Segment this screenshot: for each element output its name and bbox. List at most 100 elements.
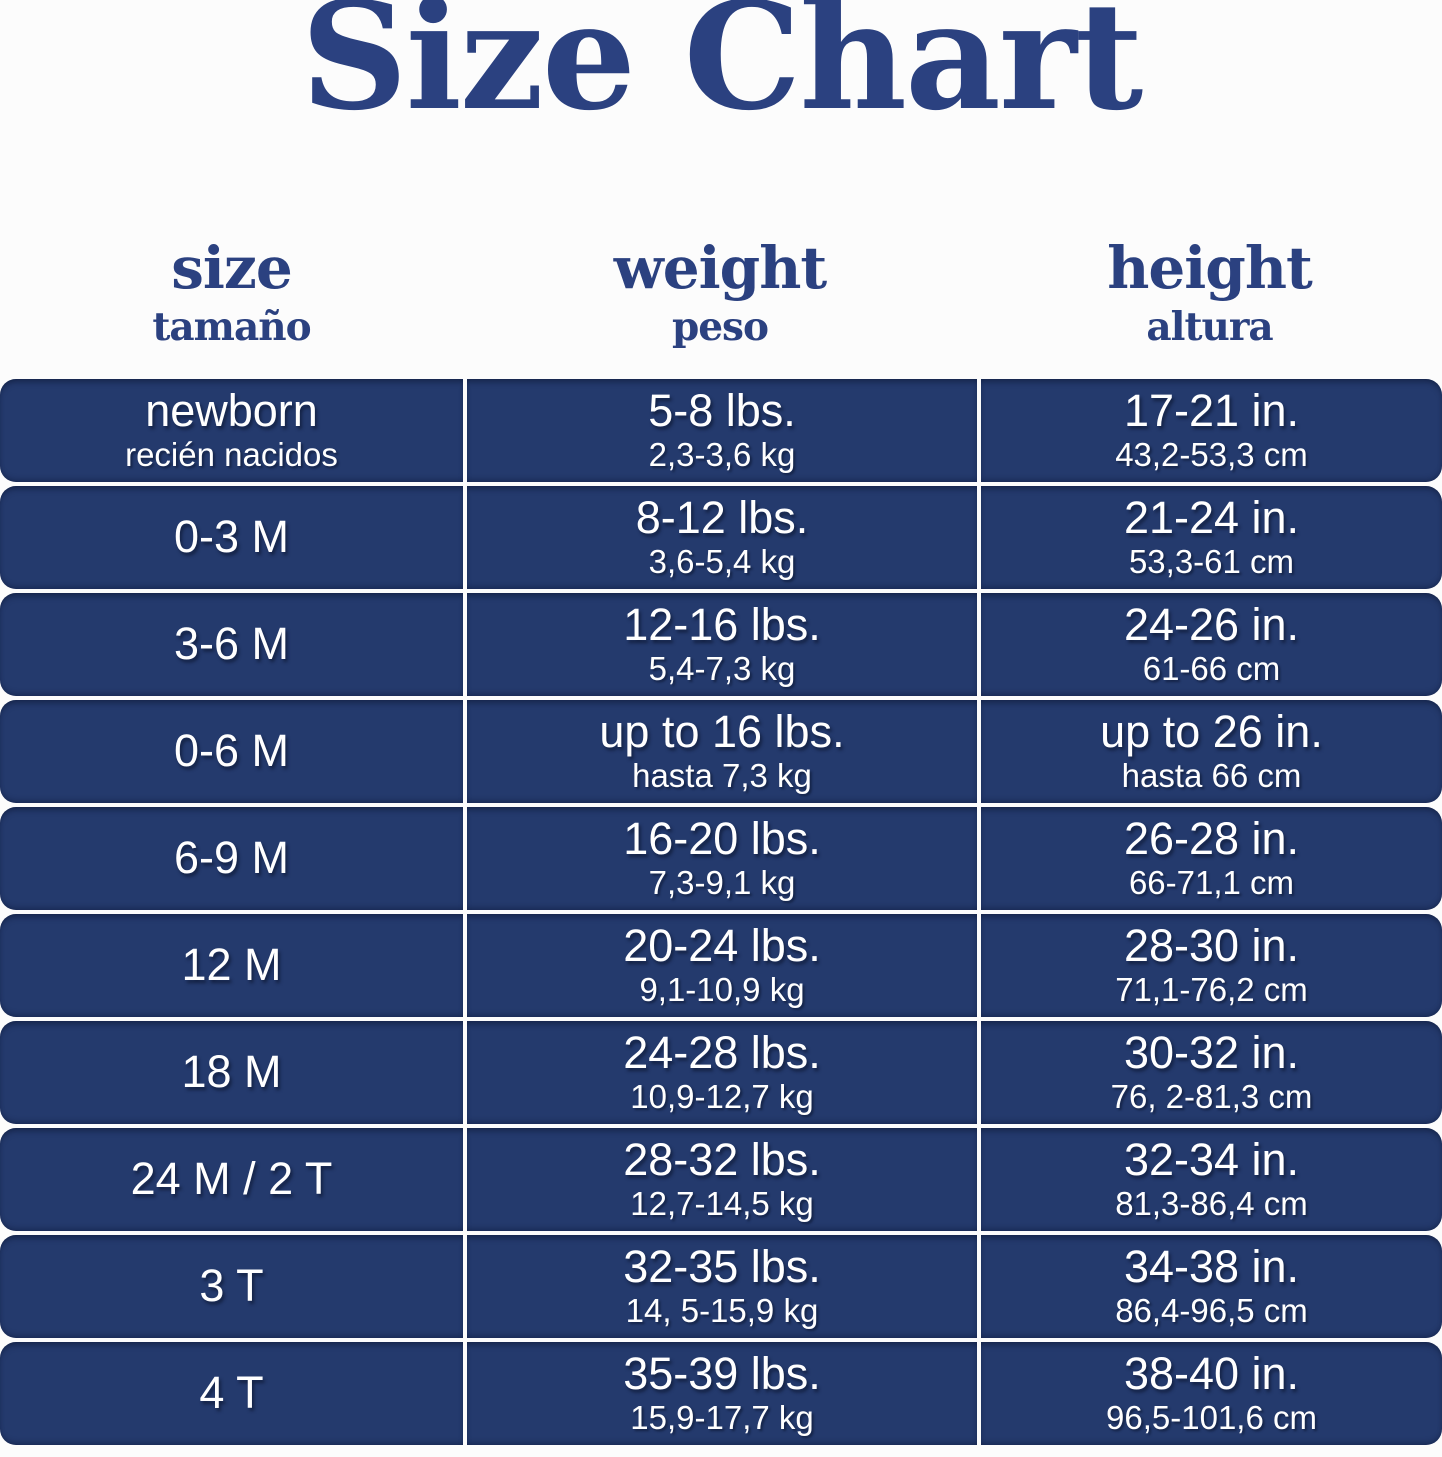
column-header-size: size tamaño	[0, 235, 463, 350]
weight-value: 20-24 lbs.	[623, 919, 821, 971]
weight-subvalue: hasta 7,3 kg	[632, 757, 812, 795]
weight-cell: 32-35 lbs. 14, 5-15,9 kg	[467, 1234, 977, 1338]
size-value: 24 M / 2 T	[130, 1152, 333, 1204]
size-value: 0-6 M	[173, 724, 290, 776]
height-cell: 34-38 in. 86,4-96,5 cm	[981, 1234, 1442, 1338]
table-row: 4 T 35-39 lbs. 15,9-17,7 kg 38-40 in. 96…	[0, 1341, 1442, 1445]
weight-value: 16-20 lbs.	[623, 812, 821, 864]
size-cell: 4 T	[0, 1341, 463, 1445]
weight-cell: 20-24 lbs. 9,1-10,9 kg	[467, 913, 977, 1017]
weight-cell: 16-20 lbs. 7,3-9,1 kg	[467, 806, 977, 910]
weight-value: up to 16 lbs.	[599, 705, 845, 757]
size-value: 12 M	[181, 938, 282, 990]
weight-subvalue: 9,1-10,9 kg	[639, 971, 805, 1009]
page-title: Size Chart	[300, 0, 1143, 143]
column-header-label: size	[171, 234, 293, 303]
size-cell: newborn recién nacidos	[0, 378, 463, 482]
height-value: 34-38 in.	[1123, 1240, 1300, 1292]
height-value: 17-21 in.	[1123, 384, 1300, 436]
table-row: 12 M 20-24 lbs. 9,1-10,9 kg 28-30 in. 71…	[0, 913, 1442, 1017]
table-row: 18 M 24-28 lbs. 10,9-12,7 kg 30-32 in. 7…	[0, 1020, 1442, 1124]
height-cell: 38-40 in. 96,5-101,6 cm	[981, 1341, 1442, 1445]
height-subvalue: 61-66 cm	[1142, 650, 1281, 688]
size-cell: 6-9 M	[0, 806, 463, 910]
table-row: 3 T 32-35 lbs. 14, 5-15,9 kg 34-38 in. 8…	[0, 1234, 1442, 1338]
height-value: 26-28 in.	[1123, 812, 1300, 864]
weight-value: 5-8 lbs.	[648, 384, 796, 436]
height-cell: 21-24 in. 53,3-61 cm	[981, 485, 1442, 589]
size-value: 6-9 M	[173, 831, 290, 883]
size-value: 3 T	[199, 1259, 264, 1311]
size-value: newborn	[145, 384, 318, 436]
table-row: 0-3 M 8-12 lbs. 3,6-5,4 kg 21-24 in. 53,…	[0, 485, 1442, 589]
column-header-height: height altura	[977, 235, 1442, 350]
weight-value: 32-35 lbs.	[623, 1240, 821, 1292]
weight-cell: 35-39 lbs. 15,9-17,7 kg	[467, 1341, 977, 1445]
height-subvalue: 71,1-76,2 cm	[1115, 971, 1308, 1009]
height-subvalue: 96,5-101,6 cm	[1106, 1399, 1317, 1437]
size-table: newborn recién nacidos 5-8 lbs. 2,3-3,6 …	[0, 378, 1442, 1445]
size-value: 4 T	[199, 1366, 264, 1418]
height-subvalue: 86,4-96,5 cm	[1115, 1292, 1308, 1330]
column-header-sublabel: altura	[1146, 303, 1273, 350]
column-header-sublabel: peso	[671, 303, 769, 350]
height-value: up to 26 in.	[1100, 705, 1323, 757]
height-cell: 24-26 in. 61-66 cm	[981, 592, 1442, 696]
column-header-label: weight	[613, 234, 827, 303]
height-cell: 17-21 in. 43,2-53,3 cm	[981, 378, 1442, 482]
height-value: 24-26 in.	[1123, 598, 1300, 650]
height-subvalue: 66-71,1 cm	[1128, 864, 1295, 902]
weight-subvalue: 10,9-12,7 kg	[630, 1078, 814, 1116]
size-subvalue: recién nacidos	[125, 436, 338, 474]
height-subvalue: 53,3-61 cm	[1128, 543, 1295, 581]
table-row: 6-9 M 16-20 lbs. 7,3-9,1 kg 26-28 in. 66…	[0, 806, 1442, 910]
weight-cell: up to 16 lbs. hasta 7,3 kg	[467, 699, 977, 803]
size-value: 18 M	[181, 1045, 282, 1097]
size-value: 3-6 M	[173, 617, 290, 669]
weight-subvalue: 12,7-14,5 kg	[630, 1185, 814, 1223]
weight-value: 12-16 lbs.	[623, 598, 821, 650]
table-row: newborn recién nacidos 5-8 lbs. 2,3-3,6 …	[0, 378, 1442, 482]
size-cell: 12 M	[0, 913, 463, 1017]
height-cell: 32-34 in. 81,3-86,4 cm	[981, 1127, 1442, 1231]
table-row: 0-6 M up to 16 lbs. hasta 7,3 kg up to 2…	[0, 699, 1442, 803]
height-subvalue: 76, 2-81,3 cm	[1110, 1078, 1313, 1116]
weight-cell: 28-32 lbs. 12,7-14,5 kg	[467, 1127, 977, 1231]
table-row: 3-6 M 12-16 lbs. 5,4-7,3 kg 24-26 in. 61…	[0, 592, 1442, 696]
weight-subvalue: 15,9-17,7 kg	[630, 1399, 814, 1437]
size-value: 0-3 M	[173, 510, 290, 562]
height-value: 38-40 in.	[1123, 1347, 1300, 1399]
weight-value: 8-12 lbs.	[635, 491, 809, 543]
weight-subvalue: 5,4-7,3 kg	[648, 650, 796, 688]
column-header-label: height	[1107, 234, 1313, 303]
height-subvalue: 43,2-53,3 cm	[1115, 436, 1308, 474]
height-cell: 26-28 in. 66-71,1 cm	[981, 806, 1442, 910]
size-cell: 0-3 M	[0, 485, 463, 589]
height-subvalue: hasta 66 cm	[1121, 757, 1302, 795]
height-value: 28-30 in.	[1123, 919, 1300, 971]
weight-subvalue: 3,6-5,4 kg	[648, 543, 796, 581]
table-row: 24 M / 2 T 28-32 lbs. 12,7-14,5 kg 32-34…	[0, 1127, 1442, 1231]
weight-cell: 12-16 lbs. 5,4-7,3 kg	[467, 592, 977, 696]
weight-subvalue: 2,3-3,6 kg	[648, 436, 796, 474]
size-cell: 3 T	[0, 1234, 463, 1338]
height-cell: up to 26 in. hasta 66 cm	[981, 699, 1442, 803]
weight-cell: 8-12 lbs. 3,6-5,4 kg	[467, 485, 977, 589]
weight-cell: 5-8 lbs. 2,3-3,6 kg	[467, 378, 977, 482]
weight-value: 28-32 lbs.	[623, 1133, 821, 1185]
column-headers: size tamaño weight peso height altura	[0, 235, 1442, 350]
size-cell: 3-6 M	[0, 592, 463, 696]
column-header-weight: weight peso	[463, 235, 977, 350]
height-value: 21-24 in.	[1123, 491, 1300, 543]
height-cell: 30-32 in. 76, 2-81,3 cm	[981, 1020, 1442, 1124]
weight-cell: 24-28 lbs. 10,9-12,7 kg	[467, 1020, 977, 1124]
weight-value: 35-39 lbs.	[623, 1347, 821, 1399]
height-value: 30-32 in.	[1123, 1026, 1300, 1078]
column-header-sublabel: tamaño	[152, 303, 311, 350]
height-subvalue: 81,3-86,4 cm	[1115, 1185, 1308, 1223]
weight-value: 24-28 lbs.	[623, 1026, 821, 1078]
size-cell: 0-6 M	[0, 699, 463, 803]
size-cell: 24 M / 2 T	[0, 1127, 463, 1231]
weight-subvalue: 14, 5-15,9 kg	[625, 1292, 819, 1330]
